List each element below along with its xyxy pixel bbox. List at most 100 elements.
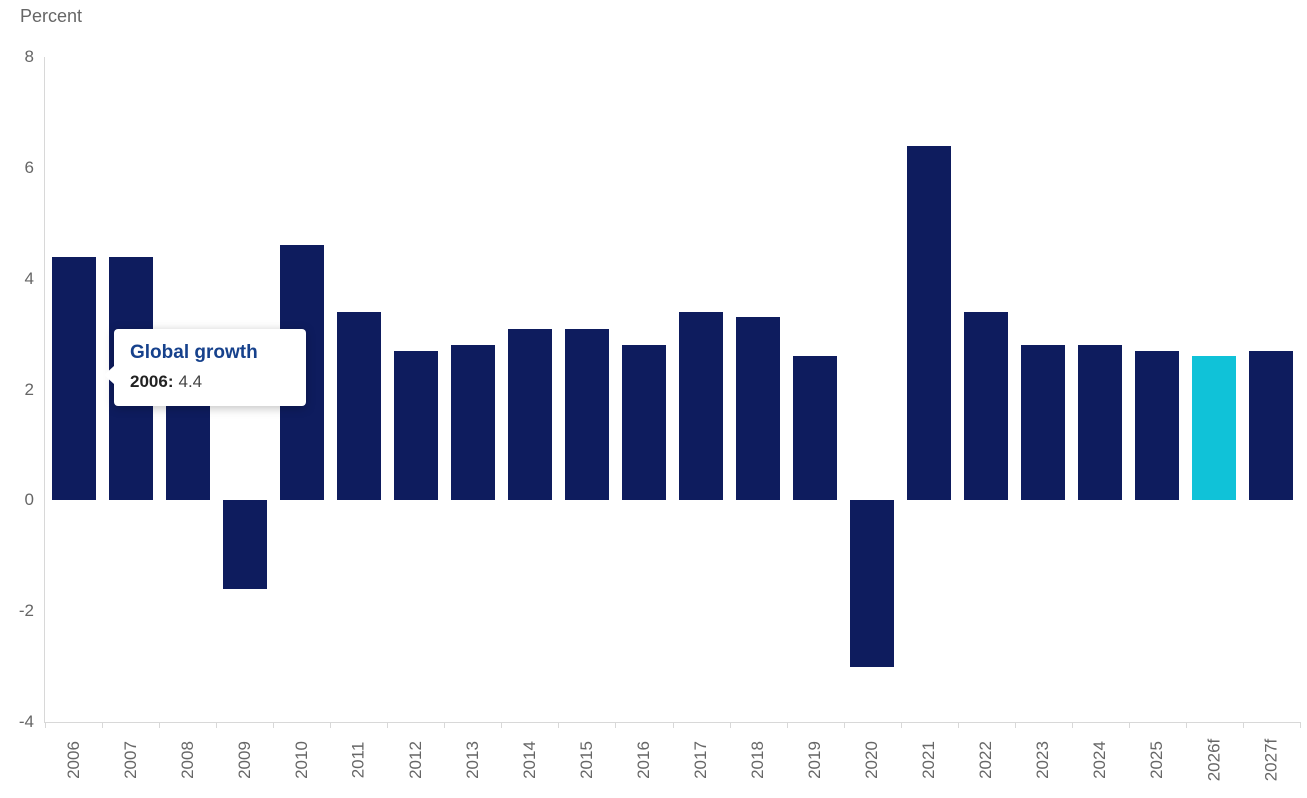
x-tick-label-2027f: 2027f — [1241, 724, 1301, 796]
y-tick-label-4: 4 — [24, 268, 34, 288]
x-tick-mark — [45, 722, 46, 728]
bar-2023[interactable] — [1021, 345, 1066, 501]
bar-2019[interactable] — [793, 356, 838, 501]
x-tick-label-2019: 2019 — [785, 724, 845, 796]
bar-2027f[interactable] — [1249, 350, 1294, 501]
x-tick-mark — [444, 722, 446, 728]
x-tick-mark — [1014, 722, 1016, 728]
x-tick-label-text: 2018 — [748, 741, 768, 779]
y-axis-title: Percent — [20, 6, 83, 26]
x-tick-label-text: 2013 — [462, 741, 482, 779]
x-tick-label-text: 2009 — [234, 741, 254, 779]
x-tick-mark — [615, 722, 617, 728]
bar-2015[interactable] — [564, 328, 609, 501]
x-tick-label-2010: 2010 — [272, 724, 332, 796]
x-tick-mark — [1300, 722, 1301, 728]
y-axis-line — [44, 57, 45, 723]
x-tick-label-2024: 2024 — [1070, 724, 1130, 796]
bar-2006[interactable] — [51, 256, 96, 501]
x-tick-mark — [900, 722, 902, 728]
x-tick-label-2026f: 2026f — [1184, 724, 1244, 796]
x-tick-label-text: 2012 — [405, 741, 425, 779]
x-tick-label-2008: 2008 — [158, 724, 218, 796]
x-tick-label-2015: 2015 — [557, 724, 617, 796]
x-tick-label-2012: 2012 — [386, 724, 446, 796]
x-tick-mark — [672, 722, 674, 728]
x-tick-mark — [1242, 722, 1244, 728]
x-tick-label-2006: 2006 — [44, 724, 104, 796]
x-tick-mark — [159, 722, 161, 728]
x-tick-mark — [786, 722, 788, 728]
x-tick-label-2025: 2025 — [1127, 724, 1187, 796]
x-tick-label-text: 2022 — [976, 741, 996, 779]
x-tick-label-2022: 2022 — [956, 724, 1016, 796]
x-tick-mark — [387, 722, 389, 728]
x-tick-mark — [957, 722, 959, 728]
bar-2020[interactable] — [850, 500, 895, 667]
bar-2013[interactable] — [450, 345, 495, 501]
y-tick-label-2: 2 — [24, 379, 34, 399]
x-tick-mark — [501, 722, 503, 728]
x-tick-label-text: 2023 — [1033, 741, 1053, 779]
x-tick-mark — [273, 722, 275, 728]
x-tick-label-2018: 2018 — [728, 724, 788, 796]
x-tick-mark — [1071, 722, 1073, 728]
bar-2016[interactable] — [621, 345, 666, 501]
x-tick-label-text: 2010 — [291, 741, 311, 779]
x-tick-label-text: 2027f — [1261, 738, 1281, 782]
x-tick-mark — [102, 722, 104, 728]
x-tick-label-2009: 2009 — [215, 724, 275, 796]
x-tick-mark — [330, 722, 332, 728]
x-tick-mark — [729, 722, 731, 728]
x-tick-mark — [1128, 722, 1130, 728]
bar-2021[interactable] — [907, 145, 952, 501]
x-tick-label-2021: 2021 — [899, 724, 959, 796]
x-tick-label-text: 2026f — [1204, 738, 1224, 782]
x-tick-label-text: 2008 — [177, 741, 197, 779]
x-tick-label-2011: 2011 — [329, 724, 389, 796]
x-tick-label-text: 2011 — [348, 741, 368, 779]
bar-2009[interactable] — [222, 500, 267, 589]
bar-2017[interactable] — [679, 311, 724, 501]
y-tick-label--2: -2 — [18, 601, 34, 621]
x-tick-label-text: 2025 — [1147, 741, 1167, 779]
x-tick-label-text: 2007 — [120, 741, 140, 779]
x-tick-label-text: 2016 — [633, 741, 653, 779]
x-tick-label-2014: 2014 — [500, 724, 560, 796]
x-tick-mark — [216, 722, 218, 728]
tooltip-year-label: 2006: — [130, 372, 174, 391]
bar-2011[interactable] — [336, 311, 381, 501]
bar-2022[interactable] — [964, 311, 1009, 501]
x-tick-label-text: 2015 — [576, 741, 596, 779]
y-tick-label-6: 6 — [24, 157, 34, 177]
bar-2012[interactable] — [393, 350, 438, 501]
tooltip-arrow — [104, 366, 114, 384]
x-tick-label-text: 2014 — [519, 741, 539, 779]
bar-2026f[interactable] — [1192, 356, 1237, 501]
x-tick-label-2016: 2016 — [614, 724, 674, 796]
x-tick-label-2023: 2023 — [1013, 724, 1073, 796]
y-tick-label-0: 0 — [24, 490, 34, 510]
x-tick-mark — [843, 722, 845, 728]
bar-2024[interactable] — [1078, 345, 1123, 501]
x-tick-label-2020: 2020 — [842, 724, 902, 796]
bar-2014[interactable] — [507, 328, 552, 501]
y-tick-label--4: -4 — [18, 712, 34, 731]
x-tick-mark — [558, 722, 560, 728]
tooltip: Global growth 2006: 4.4 — [104, 329, 306, 406]
x-tick-label-text: 2020 — [862, 741, 882, 779]
x-tick-label-text: 2024 — [1090, 741, 1110, 779]
tooltip-title: Global growth — [130, 342, 258, 363]
x-tick-label-2017: 2017 — [671, 724, 731, 796]
y-tick-label-8: 8 — [24, 47, 34, 66]
x-tick-label-2007: 2007 — [101, 724, 161, 796]
tooltip-body: 2006: 4.4 — [130, 372, 288, 392]
tooltip-value: 4.4 — [178, 372, 203, 391]
x-tick-label-text: 2021 — [919, 741, 939, 779]
bar-2025[interactable] — [1135, 350, 1180, 501]
x-tick-mark — [1185, 722, 1187, 728]
x-tick-label-2013: 2013 — [443, 724, 503, 796]
x-tick-label-text: 2006 — [63, 741, 83, 779]
bar-2018[interactable] — [736, 317, 781, 501]
